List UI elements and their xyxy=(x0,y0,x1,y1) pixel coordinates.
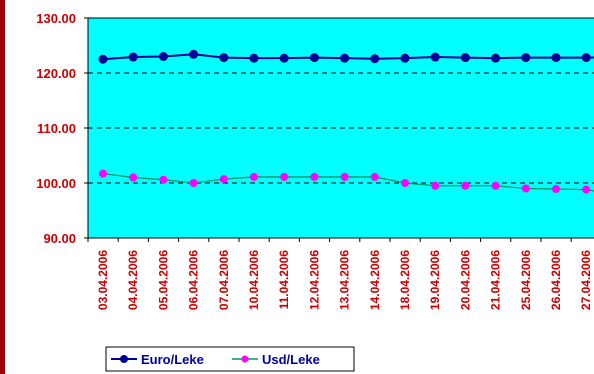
x-tick-label: 21.04.2006 xyxy=(489,250,503,310)
series-line xyxy=(102,173,594,192)
x-tick-label: 03.04.2006 xyxy=(96,250,110,310)
x-tick-label: 27.04.2006 xyxy=(579,250,593,310)
data-point xyxy=(521,184,530,193)
data-point xyxy=(370,172,379,181)
data-point xyxy=(309,53,319,63)
data-point xyxy=(521,53,531,63)
x-tick-label: 10.04.2006 xyxy=(247,250,261,310)
y-tick-label: 110.00 xyxy=(37,121,76,136)
x-tick-label: 14.04.2006 xyxy=(368,250,382,310)
data-point xyxy=(491,53,501,63)
y-tick-label: 130.00 xyxy=(36,11,76,26)
data-point xyxy=(460,53,470,63)
data-point xyxy=(98,54,108,64)
x-tick-label: 25.04.2006 xyxy=(519,250,533,310)
data-point xyxy=(582,185,591,194)
data-point xyxy=(431,181,440,190)
x-tick-label: 13.04.2006 xyxy=(338,250,352,310)
data-point xyxy=(189,179,198,187)
legend-box xyxy=(105,346,355,372)
data-point xyxy=(491,181,500,190)
legend: Euro/Leke Usd/Leke xyxy=(105,346,355,372)
series xyxy=(98,49,594,194)
x-tick-label: 05.04.2006 xyxy=(156,250,170,310)
data-point xyxy=(99,169,107,178)
legend-label-usd: Usd/Leke xyxy=(262,352,320,367)
data-point xyxy=(401,179,409,187)
data-point xyxy=(280,172,289,181)
y-tick-label: 90.00 xyxy=(43,231,76,246)
data-point xyxy=(551,53,561,63)
x-tick-label: 11.04.2006 xyxy=(277,250,291,310)
data-point xyxy=(279,53,289,63)
data-point xyxy=(219,175,228,184)
y-tick-label: 100.00 xyxy=(36,176,76,191)
data-point xyxy=(158,52,168,61)
x-tick-label: 12.04.2006 xyxy=(307,250,321,310)
x-tick-label: 19.04.2006 xyxy=(428,250,442,310)
gridlines xyxy=(88,17,594,184)
data-point xyxy=(310,172,319,181)
data-point xyxy=(430,52,440,62)
legend-marker-usd xyxy=(241,355,249,363)
x-axis: 03.04.2006 04.04.2006 05.04.2006 06.04.2006… xyxy=(87,238,593,310)
y-axis: 90.00 100.00 110.00 120.00 130.00 xyxy=(36,11,88,246)
data-point xyxy=(461,181,470,190)
x-tick-label: 04.04.2006 xyxy=(126,250,140,310)
data-point xyxy=(128,52,138,62)
data-point xyxy=(189,49,199,59)
x-tick-label: 26.04.2006 xyxy=(549,250,563,310)
data-point xyxy=(249,53,259,63)
data-point xyxy=(219,53,229,63)
data-point xyxy=(159,175,168,184)
x-tick-label: 18.04.2006 xyxy=(398,250,412,310)
legend-marker-euro xyxy=(120,355,128,363)
data-point xyxy=(129,173,138,182)
data-point xyxy=(581,53,591,63)
data-point xyxy=(340,172,349,181)
y-tick-label: 120.00 xyxy=(36,66,76,81)
x-tick-label: 06.04.2006 xyxy=(187,250,201,310)
series-line xyxy=(102,53,594,61)
x-tick-label: 07.04.2006 xyxy=(217,250,231,310)
data-point xyxy=(370,54,380,64)
x-tick-label: 20.04.2006 xyxy=(458,250,472,310)
data-point xyxy=(552,185,560,194)
data-point xyxy=(400,53,410,63)
data-point xyxy=(340,53,350,63)
legend-label-euro: Euro/Leke xyxy=(141,352,204,367)
data-point xyxy=(250,172,258,181)
